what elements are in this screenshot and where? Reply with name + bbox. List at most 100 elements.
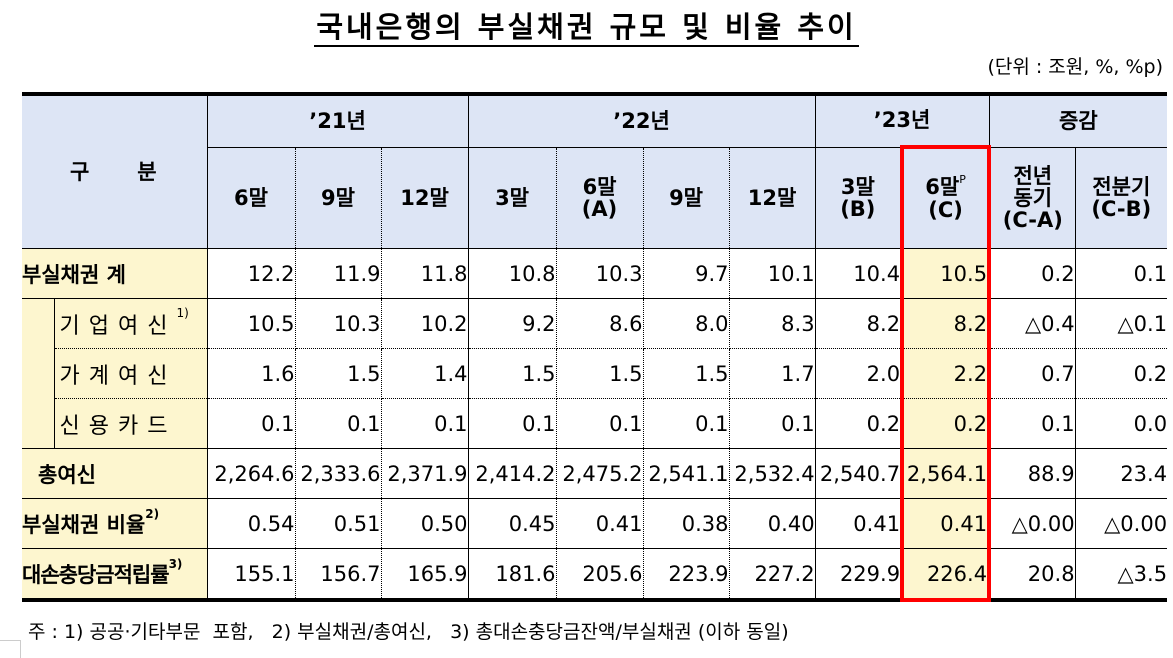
table-cell: 2,541.1 [642, 448, 730, 499]
row-label: 부실채권 계 [22, 248, 208, 299]
page-title: 국내은행의 부실채권 규모 및 비율 추이 [0, 4, 1173, 47]
table-cell: 12.2 [206, 248, 296, 299]
table-cell: 10.5 [900, 248, 992, 299]
change-header: 증감 [988, 93, 1168, 148]
table-row: 가계여신 1.6 1.5 1.4 1.5 1.5 1.5 1.7 2.0 2.2 0.7 0.2 [22, 348, 1168, 399]
table-cell: 0.1 [555, 398, 644, 449]
table-cell: 2.2 [900, 348, 992, 399]
table-row: 부실채권 계 12.2 11.9 11.8 10.8 10.3 9.7 10.1 10.4 10.… [22, 248, 1168, 299]
table-cell: △0.4 [988, 298, 1076, 349]
table-cell: 0.45 [467, 498, 557, 549]
period-label: 12말 [400, 185, 449, 210]
row-label-text: 신용카드 [59, 413, 177, 439]
table-cell: 10.4 [814, 248, 903, 299]
table-cell: 9.2 [467, 298, 557, 349]
table-cell: 1.4 [380, 348, 469, 399]
row-label: 기업여신1) [53, 298, 208, 349]
table-cell: 0.1 [294, 398, 382, 449]
table-cell: 0.1 [988, 398, 1076, 449]
preliminary-mark: P [959, 173, 966, 187]
footnote: 주 : 1) 공공·기타부문 포함, 2) 부실채권/총여신, 3) 총대손충당… [28, 621, 789, 643]
table-cell: 2,264.6 [206, 448, 296, 499]
footnote-ref: 2) [145, 506, 160, 521]
change-yoy-header: 전년 동기 (C-A) [988, 146, 1076, 249]
period-label: 전분기 [1092, 174, 1151, 199]
table-cell: △3.5 [1074, 548, 1168, 601]
row-label-text: 기업여신 [59, 313, 177, 339]
table-cell: 0.54 [206, 498, 296, 549]
change-qoq-header: 전분기 (C-B) [1074, 146, 1168, 249]
table-cell: 181.6 [467, 548, 557, 601]
table-cell: 0.7 [988, 348, 1076, 399]
period-header: 3말 (B) [814, 146, 903, 249]
table-cell: 23.4 [1074, 448, 1168, 499]
table-cell: 2,371.9 [380, 448, 469, 499]
table-cell: 1.5 [642, 348, 730, 399]
period-sublabel: (B) [840, 196, 876, 221]
table-cell: 1.6 [206, 348, 296, 399]
table-cell: 0.41 [900, 498, 992, 549]
footnote-ref: 1) [176, 305, 189, 320]
label-indent [22, 298, 55, 349]
table-cell: 11.8 [380, 248, 469, 299]
table-cell: 0.1 [728, 398, 816, 449]
table-cell: 0.2 [1074, 348, 1168, 399]
table-cell: 0.2 [988, 248, 1076, 299]
table-cell: 2,414.2 [467, 448, 557, 499]
year-header-2021: ’21년 [206, 93, 469, 148]
period-header: 12말 [380, 146, 469, 249]
table-cell: 10.1 [728, 248, 816, 299]
table-cell: 0.40 [728, 498, 816, 549]
table-cell: 9.7 [642, 248, 730, 299]
table-cell: 8.0 [642, 298, 730, 349]
table-cell: 0.1 [380, 398, 469, 449]
header-row-years: 구 분 ’21년 ’22년 ’23년 증감 [22, 93, 1168, 249]
table-cell: 10.2 [380, 298, 469, 349]
table-cell: 0.51 [294, 498, 382, 549]
row-label: 신용카드 [53, 398, 208, 449]
period-label: 9말 [669, 185, 703, 210]
period-sublabel: (A) [581, 196, 618, 221]
period-header: 3말 [467, 146, 557, 249]
table-cell: 10.8 [467, 248, 557, 299]
table-cell: 0.41 [555, 498, 644, 549]
label-indent [22, 348, 55, 399]
header-row-periods: 6말 9말 12말 3말 6말 (A) 9말 12말 3말 (B) 6말P (C) 전… [22, 145, 1168, 249]
period-sublabel: (C-A) [1002, 207, 1063, 232]
period-label: 9말 [321, 185, 355, 210]
table-cell: △0.1 [1074, 298, 1168, 349]
row-label-text: 대손충당금적립률 [22, 562, 170, 587]
table-cell: 1.7 [728, 348, 816, 399]
table-row: 기업여신1) 10.5 10.3 10.2 9.2 8.6 8.0 8.3 8.2 8.2 △0.4… [22, 298, 1168, 349]
table-cell: 165.9 [380, 548, 469, 601]
table-cell: 205.6 [555, 548, 644, 601]
period-label: 동기 [1013, 185, 1053, 210]
page-corner-mark [0, 640, 21, 658]
table-row: 총여신 2,264.6 2,333.6 2,371.9 2,414.2 2,475.2 2,… [22, 448, 1168, 499]
table-cell: 2,475.2 [555, 448, 644, 499]
table-cell: 156.7 [294, 548, 382, 601]
period-label: 전년 [1013, 163, 1053, 188]
row-label-text: 총여신 [38, 462, 96, 487]
table-cell: 20.8 [988, 548, 1076, 601]
unit-label: (단위 : 조원, %, %p) [987, 56, 1163, 78]
table-cell: 0.0 [1074, 398, 1168, 449]
period-label: 3말 [840, 174, 875, 199]
period-label: 12말 [747, 185, 797, 210]
table-cell: 0.38 [642, 498, 730, 549]
period-header: 6말 (A) [555, 146, 644, 249]
footnote-ref: 3) [168, 556, 183, 571]
table-cell: 0.1 [1074, 248, 1168, 299]
table-row: 신용카드 0.1 0.1 0.1 0.1 0.1 0.1 0.1 0.2 0.2 0.1 0.0 [22, 398, 1168, 449]
period-label: 3말 [495, 185, 529, 210]
table-cell: 2,333.6 [294, 448, 382, 499]
period-header: 12말 [728, 146, 816, 249]
row-label: 가계여신 [53, 348, 208, 399]
table-cell: 223.9 [642, 548, 730, 601]
period-label: 6말 [925, 175, 960, 200]
table-cell: 10.5 [206, 298, 296, 349]
label-indent [22, 398, 55, 449]
row-label-text: 부실채권 비율 [22, 512, 146, 537]
table-cell: 229.9 [814, 548, 903, 601]
period-header: 6말 [206, 146, 296, 249]
